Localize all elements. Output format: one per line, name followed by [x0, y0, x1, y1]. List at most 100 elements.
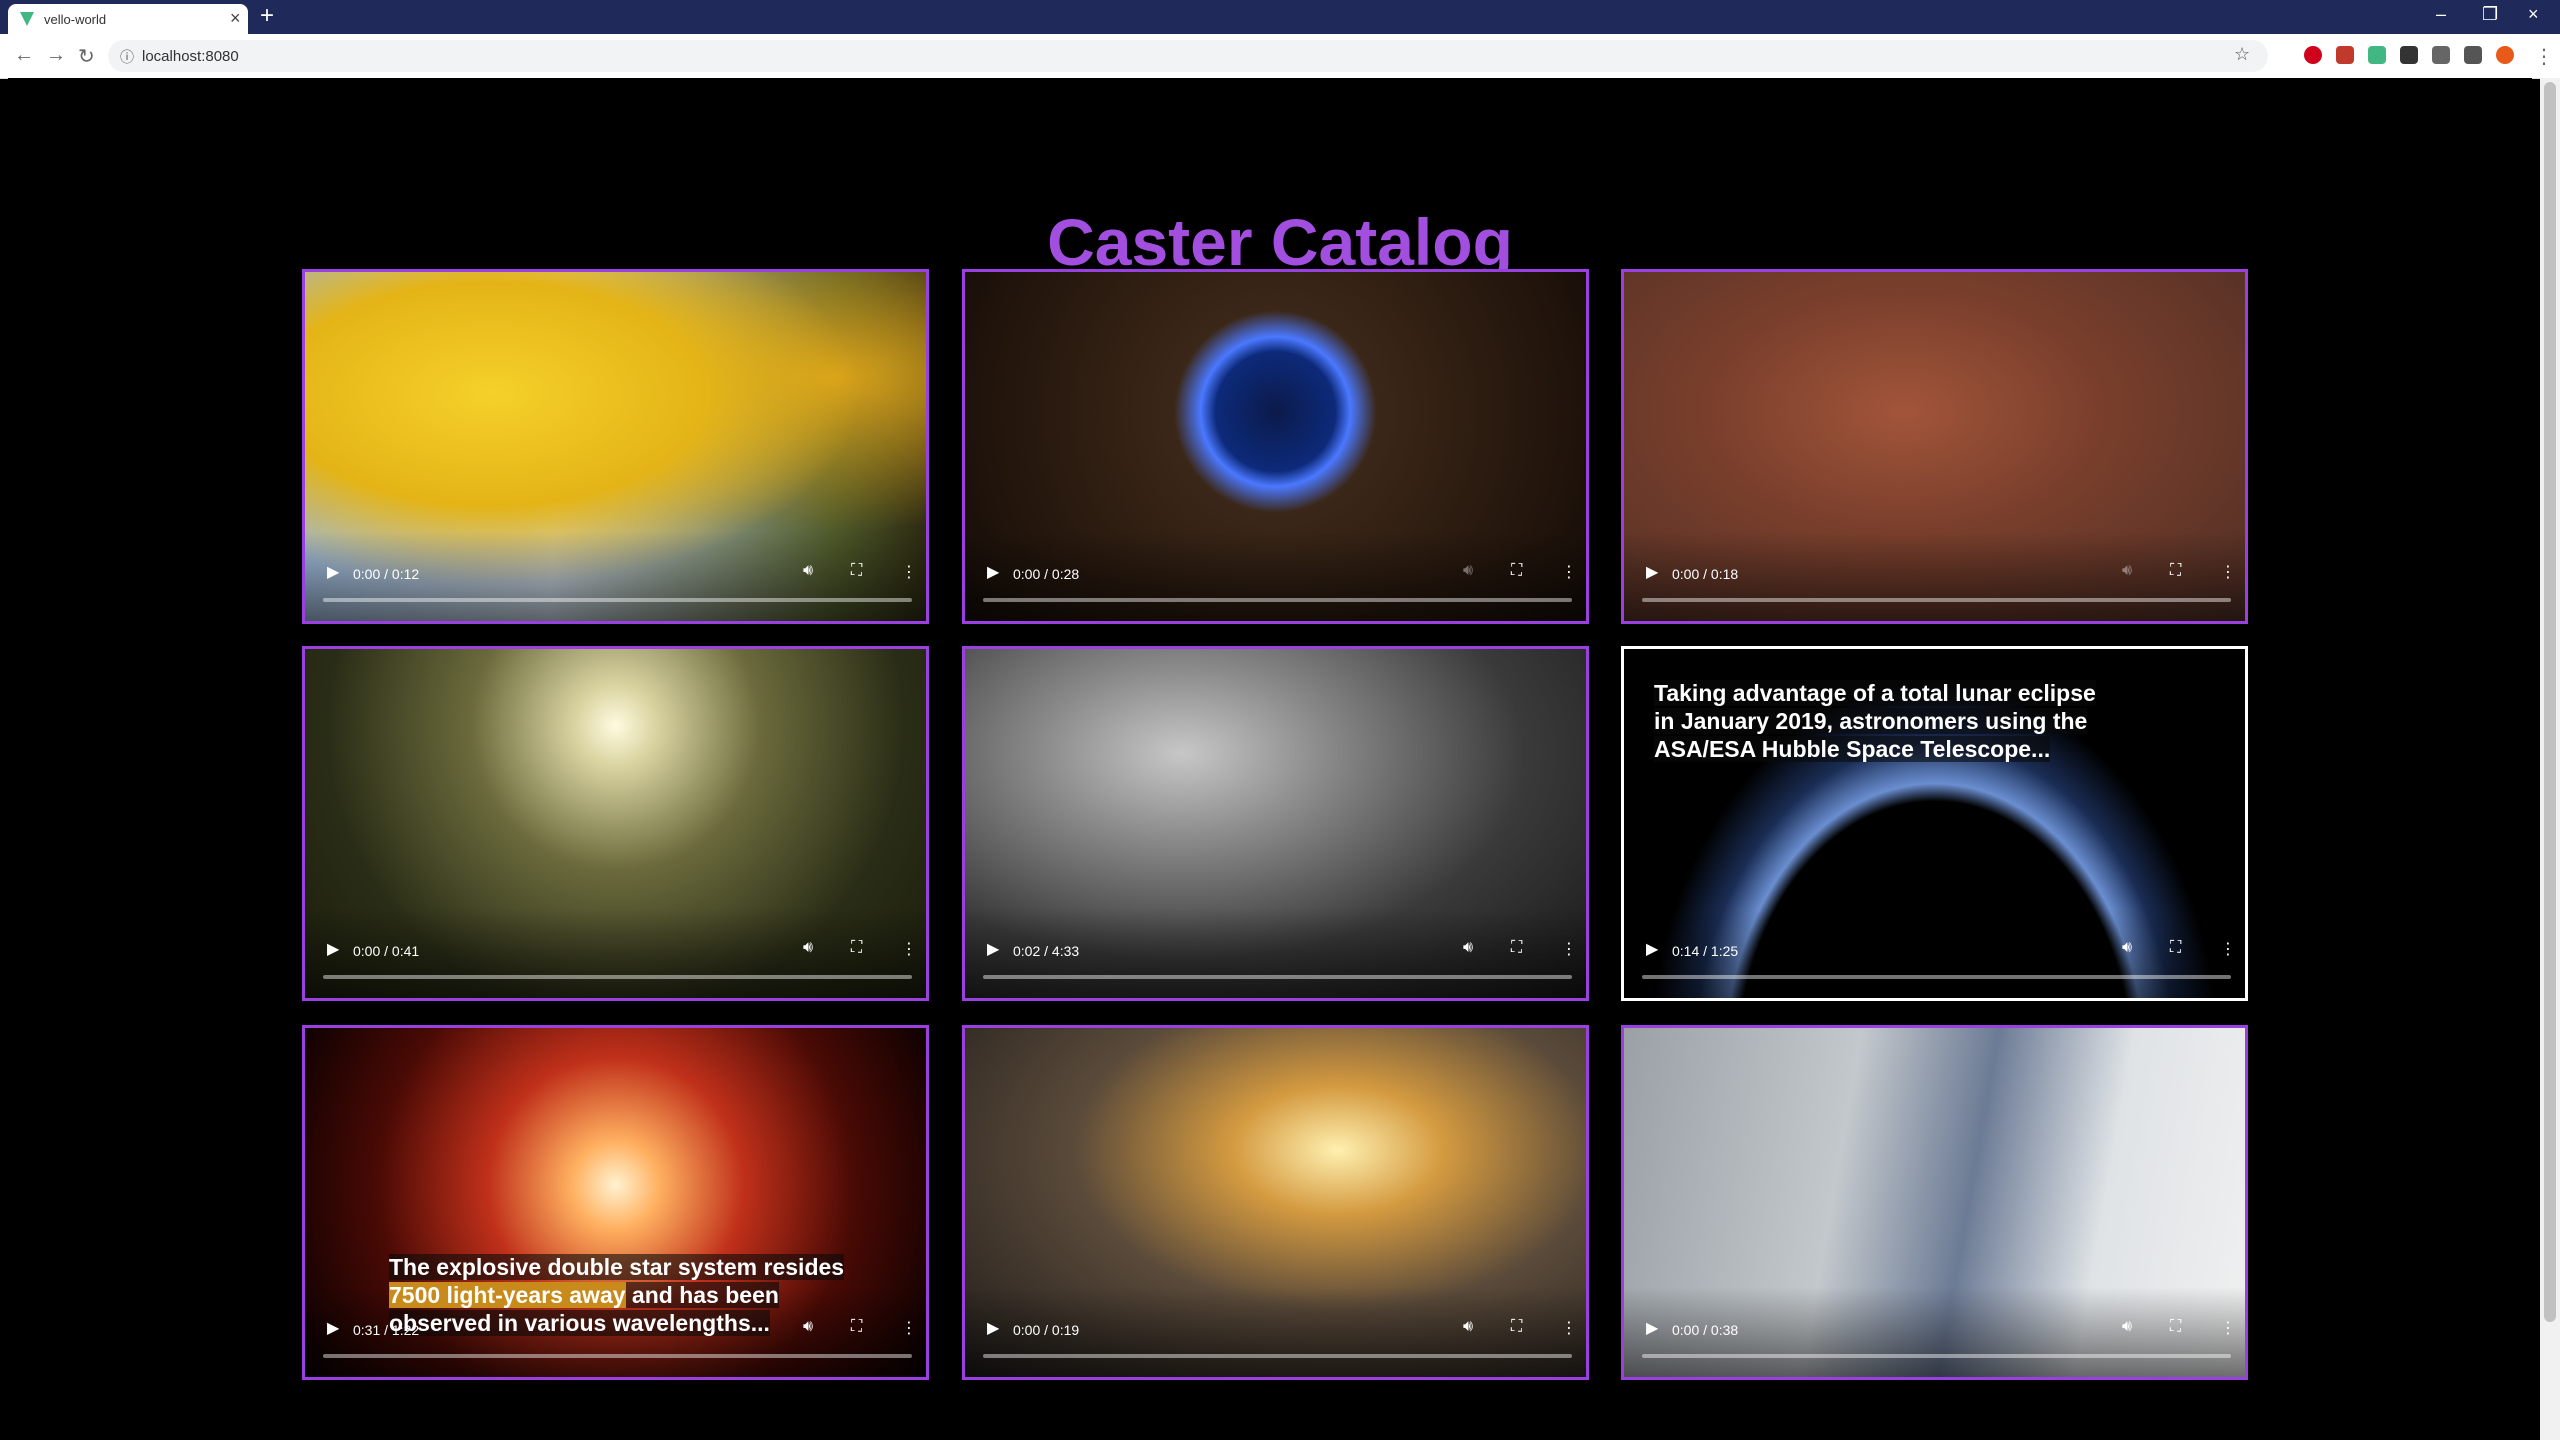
more-button[interactable]: ⋮: [2220, 564, 2236, 581]
new-tab[interactable]: +: [260, 2, 275, 29]
play-button[interactable]: ▶: [1646, 941, 1659, 958]
address-bar[interactable]: ⓘ localhost:8080 ☆: [108, 40, 2268, 72]
profile[interactable]: [2496, 46, 2514, 64]
volume-button[interactable]: 🔊︎: [1463, 1318, 1474, 1335]
fullscreen-button[interactable]: ⛶: [2170, 1318, 2182, 1335]
video-tile[interactable]: ▶ 0:00 / 0:18 🔊︎ ⛶ ⋮: [1621, 269, 2248, 624]
progress-track[interactable]: [983, 598, 1572, 602]
progress-track[interactable]: [323, 598, 912, 602]
time: 0:14 / 1:25: [1672, 943, 1739, 959]
progress-track[interactable]: [323, 975, 912, 979]
caption-text: ASA/ESA Hubble Space Telescope...: [1654, 736, 2051, 762]
close[interactable]: ×: [2528, 4, 2539, 24]
time: 0:00 / 0:12: [353, 566, 420, 582]
caption-line: ASA/ESA Hubble Space Telescope...: [1654, 735, 2096, 763]
play-button[interactable]: ▶: [327, 564, 340, 581]
extension[interactable]: [2336, 46, 2354, 64]
progress-track[interactable]: [1642, 598, 2231, 602]
fullscreen-button[interactable]: ⛶: [851, 939, 863, 956]
volume-button[interactable]: 🔊︎: [803, 939, 814, 956]
caption-text: 7500 light-years away: [389, 1282, 626, 1308]
time: 0:00 / 0:18: [1672, 566, 1739, 582]
caption-line: observed in various wavelengths...: [389, 1309, 844, 1337]
fullscreen-button[interactable]: ⛶: [851, 1318, 863, 1335]
play-button[interactable]: ▶: [327, 1320, 340, 1337]
volume-button[interactable]: 🔊︎: [2122, 562, 2133, 579]
controls-shade: [1624, 531, 2245, 621]
time: 0:00 / 0:38: [1672, 1322, 1739, 1338]
more-button[interactable]: ⋮: [1561, 1320, 1577, 1337]
more-button[interactable]: ⋮: [901, 1320, 917, 1337]
video-tile[interactable]: ▶ 0:00 / 0:12 🔊︎ ⛶ ⋮: [302, 269, 929, 624]
extension[interactable]: [2304, 46, 2322, 64]
scrollbar[interactable]: [2540, 78, 2560, 1440]
extension[interactable]: [2400, 46, 2418, 64]
play-button[interactable]: ▶: [987, 941, 1000, 958]
menu[interactable]: ⋮: [2534, 46, 2554, 68]
back[interactable]: ←: [14, 44, 34, 66]
extension[interactable]: [2464, 46, 2482, 64]
info-icon: ⓘ: [120, 49, 134, 65]
more-button[interactable]: ⋮: [2220, 1320, 2236, 1337]
more-button[interactable]: ⋮: [901, 941, 917, 958]
video-tile[interactable]: ▶ 0:00 / 0:28 🔊︎ ⛶ ⋮: [962, 269, 1589, 624]
volume-button[interactable]: 🔊︎: [803, 562, 814, 579]
video-tile[interactable]: ▶ 0:00 / 0:41 🔊︎ ⛶ ⋮: [302, 646, 929, 1001]
fullscreen-button[interactable]: ⛶: [851, 562, 863, 579]
progress-track[interactable]: [323, 1354, 912, 1358]
progress-track[interactable]: [1642, 975, 2231, 979]
video-tile[interactable]: ▶ 0:02 / 4:33 🔊︎ ⛶ ⋮: [962, 646, 1589, 1001]
toolbar: ← → ↻ ⓘ localhost:8080 ☆ ⋮: [0, 34, 2560, 79]
more-button[interactable]: ⋮: [2220, 941, 2236, 958]
caption: The explosive double star system resides…: [389, 1253, 845, 1337]
fullscreen-button[interactable]: ⛶: [2170, 939, 2182, 956]
restore[interactable]: ❐: [2482, 4, 2499, 24]
forward[interactable]: →: [46, 44, 66, 66]
video-tile[interactable]: Taking advantage of a total lunar eclips…: [1621, 646, 2248, 1001]
tab[interactable]: vello-world ×: [8, 4, 248, 34]
play-button[interactable]: ▶: [987, 564, 1000, 581]
page-title: Caster Catalog: [1047, 205, 1513, 279]
caption-text: The explosive double star system resides: [389, 1254, 845, 1280]
video-tile[interactable]: ▶ 0:00 / 0:38 🔊︎ ⛶ ⋮: [1621, 1025, 2248, 1380]
play-button[interactable]: ▶: [1646, 1320, 1659, 1337]
fullscreen-button[interactable]: ⛶: [1511, 939, 1523, 956]
video-tile[interactable]: The explosive double star system resides…: [302, 1025, 929, 1380]
more-button[interactable]: ⋮: [1561, 941, 1577, 958]
fullscreen-button[interactable]: ⛶: [2170, 562, 2182, 579]
controls-shade: [1624, 908, 2245, 998]
fullscreen-button[interactable]: ⛶: [1511, 1318, 1523, 1335]
more-button[interactable]: ⋮: [1561, 564, 1577, 581]
volume-button[interactable]: 🔊︎: [2122, 1318, 2133, 1335]
more-button[interactable]: ⋮: [901, 564, 917, 581]
time: 0:02 / 4:33: [1013, 943, 1080, 959]
progress-track[interactable]: [983, 975, 1572, 979]
caption: Taking advantage of a total lunar eclips…: [1654, 679, 2096, 763]
bookmark[interactable]: ☆: [2234, 44, 2251, 64]
fullscreen-button[interactable]: ⛶: [1511, 562, 1523, 579]
play-button[interactable]: ▶: [327, 941, 340, 958]
progress-track[interactable]: [983, 1354, 1572, 1358]
tab-title: vello-world: [44, 12, 107, 27]
controls-shade: [965, 1287, 1586, 1377]
volume-button[interactable]: 🔊︎: [2122, 939, 2133, 956]
reload[interactable]: ↻: [78, 46, 95, 68]
play-button[interactable]: ▶: [1646, 564, 1659, 581]
extension[interactable]: [2368, 46, 2386, 64]
scroll-thumb[interactable]: [2544, 82, 2556, 1322]
video-tile[interactable]: ▶ 0:00 / 0:19 🔊︎ ⛶ ⋮: [962, 1025, 1589, 1380]
minimize[interactable]: –: [2436, 4, 2447, 24]
volume-button[interactable]: 🔊︎: [1463, 562, 1474, 579]
controls-shade: [965, 908, 1586, 998]
progress-track[interactable]: [1642, 1354, 2231, 1358]
controls-shade: [305, 531, 926, 621]
play-button[interactable]: ▶: [987, 1320, 1000, 1337]
caption-line: in January 2019, astronomers using the: [1654, 707, 2096, 735]
caption-text: Taking advantage of a total lunar eclips…: [1654, 680, 2096, 706]
volume-button[interactable]: 🔊︎: [803, 1318, 814, 1335]
tab-close[interactable]: ×: [230, 8, 241, 28]
time: 0:00 / 0:19: [1013, 1322, 1080, 1338]
volume-button[interactable]: 🔊︎: [1463, 939, 1474, 956]
extension[interactable]: [2432, 46, 2450, 64]
